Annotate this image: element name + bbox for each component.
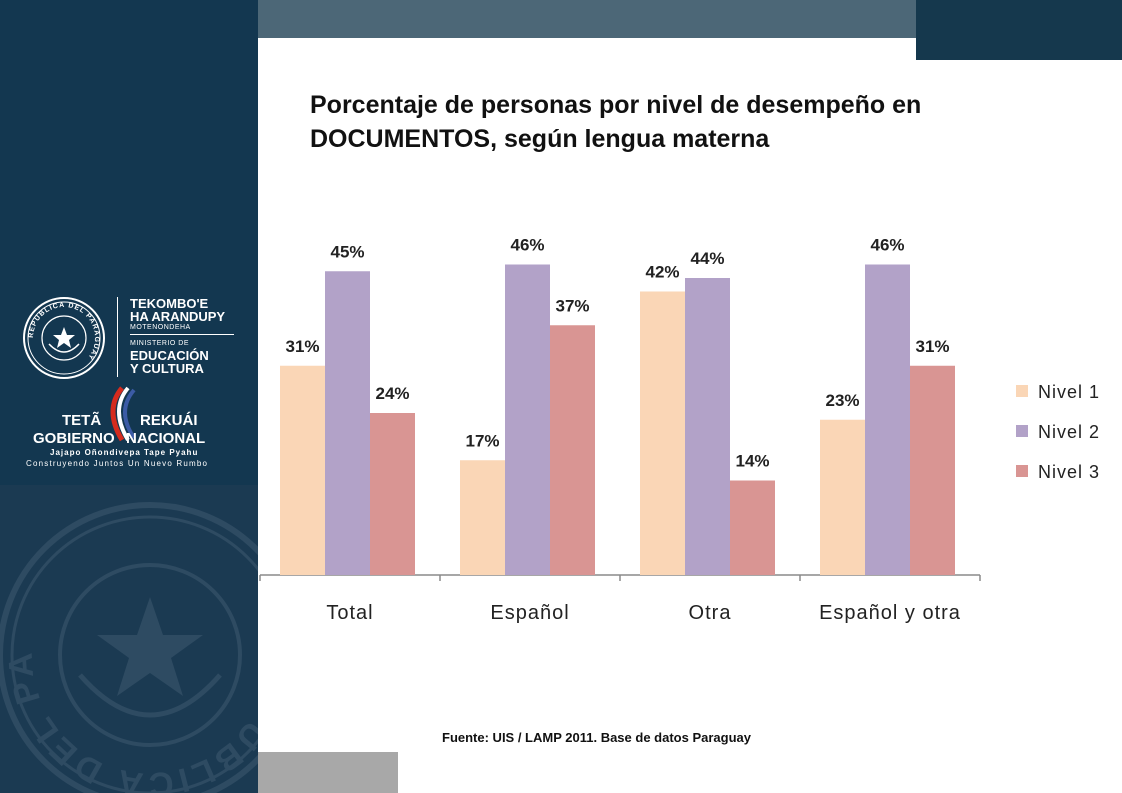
data-label-2-4: 46% bbox=[870, 236, 904, 255]
legend-swatch-2 bbox=[1016, 425, 1028, 437]
gov-text-nacional: NACIONAL bbox=[126, 430, 206, 447]
ministry-name-spanish-1: MINISTERIO DE bbox=[130, 340, 190, 347]
bar-2-4 bbox=[865, 264, 910, 575]
gov-slogan-guarani: Jajapo Oñondivepa Tape Pyahu bbox=[50, 448, 199, 457]
ministry-name-guarani-3: MOTENONDEHA bbox=[130, 324, 191, 331]
source-note: Fuente: UIS / LAMP 2011. Base de datos P… bbox=[442, 730, 751, 745]
legend-swatch-3 bbox=[1016, 465, 1028, 477]
gov-text-teta: TETÃ bbox=[62, 412, 102, 429]
chart-title: Porcentaje de personas por nivel de dese… bbox=[310, 88, 1030, 156]
paraguay-seal-icon: REPUBLICA DEL PARAGUAY bbox=[23, 297, 105, 379]
footer-bar bbox=[258, 752, 398, 793]
data-label-3-2: 37% bbox=[555, 296, 589, 315]
x-tick-label-1: Total bbox=[326, 602, 373, 624]
data-label-1-4: 23% bbox=[825, 391, 859, 410]
seal-watermark-icon: REPUBLICA DEL PARAGUAY bbox=[0, 485, 258, 793]
gov-text-rekuai: REKUÁI bbox=[140, 412, 198, 429]
bar-3-2 bbox=[550, 325, 595, 575]
header-bar bbox=[258, 0, 916, 38]
bar-1-1 bbox=[280, 365, 325, 575]
bar-2-3 bbox=[685, 278, 730, 575]
bar-1-2 bbox=[460, 460, 505, 575]
chart-title-line-1: Porcentaje de personas por nivel de dese… bbox=[310, 91, 922, 119]
bar-3-3 bbox=[730, 480, 775, 575]
x-tick-label-4: Español y otra bbox=[819, 602, 961, 624]
data-label-1-3: 42% bbox=[645, 263, 679, 282]
data-label-3-3: 14% bbox=[735, 452, 769, 471]
ministry-name-spanish-2: EDUCACIÓN bbox=[130, 348, 209, 363]
data-label-3-1: 24% bbox=[375, 384, 409, 403]
legend-label-3: Nivel 3 bbox=[1038, 462, 1100, 482]
legend-label-2: Nivel 2 bbox=[1038, 422, 1100, 442]
data-label-2-3: 44% bbox=[690, 249, 724, 268]
header-corner-block bbox=[916, 0, 1122, 60]
bar-2-1 bbox=[325, 271, 370, 575]
sidebar-top-panel bbox=[0, 0, 258, 485]
legend-swatch-1 bbox=[1016, 385, 1028, 397]
legend-label-1: Nivel 1 bbox=[1038, 382, 1100, 402]
data-label-2-2: 46% bbox=[510, 236, 544, 255]
ministry-name-guarani-2: HA ARANDUPY bbox=[130, 309, 226, 324]
data-label-3-4: 31% bbox=[915, 337, 949, 356]
bar-3-1 bbox=[370, 413, 415, 575]
gov-text-gobierno: GOBIERNO bbox=[33, 430, 115, 447]
bar-1-4 bbox=[820, 419, 865, 575]
logo-divider bbox=[117, 297, 118, 377]
bar-3-4 bbox=[910, 365, 955, 575]
ministry-name-spanish-3: Y CULTURA bbox=[130, 361, 204, 376]
gov-slogan-spanish: Construyendo Juntos Un Nuevo Rumbo bbox=[26, 459, 209, 468]
bar-chart: 31% 45% 24% Total 17% 46% 37% Español 42% 44% 14% O… bbox=[259, 236, 1100, 624]
x-tick-label-2: Español bbox=[490, 602, 569, 624]
chart-title-line-2: DOCUMENTOS, según lengua materna bbox=[310, 125, 770, 153]
flag-ribbon-icon bbox=[110, 386, 136, 442]
x-tick-label-3: Otra bbox=[689, 602, 732, 624]
sidebar: REPUBLICA DEL PARAGUAY TEKOMBO'E HA ARAN… bbox=[0, 0, 258, 793]
data-label-2-1: 45% bbox=[330, 242, 364, 261]
ministry-name-guarani-1: TEKOMBO'E bbox=[130, 296, 209, 311]
bar-2-2 bbox=[505, 264, 550, 575]
data-label-1-2: 17% bbox=[465, 431, 499, 450]
bar-1-3 bbox=[640, 291, 685, 575]
ministry-divider bbox=[130, 334, 234, 335]
data-label-1-1: 31% bbox=[285, 337, 319, 356]
